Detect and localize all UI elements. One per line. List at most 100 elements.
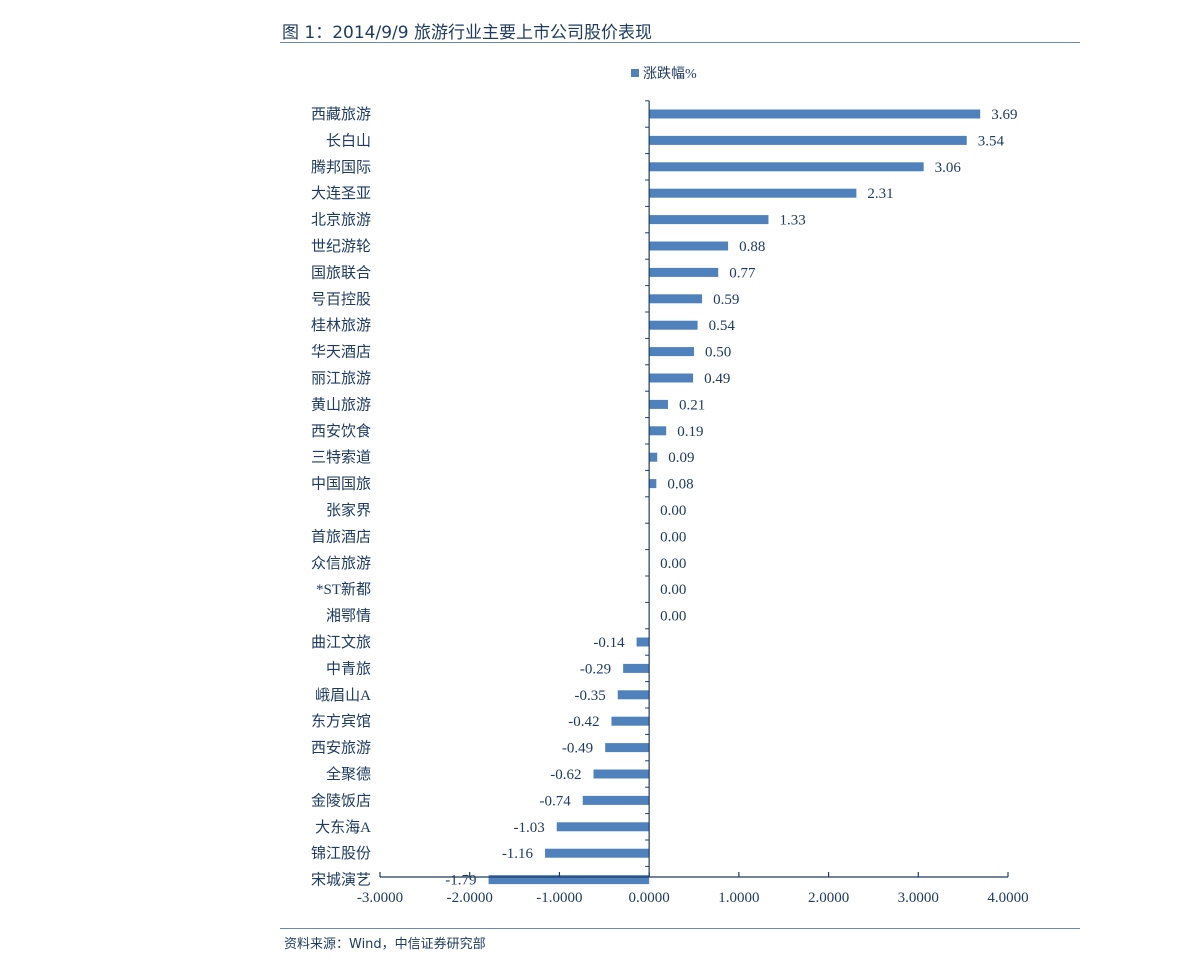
x-tick-label: 1.0000 <box>718 890 759 906</box>
data-label: 3.54 <box>978 133 1005 149</box>
data-label: 3.69 <box>991 107 1017 123</box>
category-label: 中国国旅 <box>311 476 371 493</box>
bar <box>649 479 657 489</box>
bar <box>649 241 729 251</box>
category-label: 世纪游轮 <box>311 238 371 255</box>
category-label: 东方宾馆 <box>311 713 371 730</box>
bar <box>623 663 650 673</box>
category-label: 大东海A <box>315 819 371 836</box>
data-label: 0.88 <box>739 239 765 255</box>
category-label: 西安饮食 <box>311 423 371 440</box>
data-label: 0.54 <box>709 318 736 334</box>
x-tick-label: -2.0000 <box>447 890 493 906</box>
data-label: 0.49 <box>704 371 730 387</box>
bar <box>611 716 650 726</box>
data-label: -1.03 <box>513 820 544 836</box>
data-label: -0.29 <box>580 661 611 677</box>
data-label: -0.49 <box>562 741 593 757</box>
category-label: 腾邦国际 <box>311 159 371 176</box>
x-tick-label: -3.0000 <box>357 890 403 906</box>
data-label: -1.16 <box>502 846 534 862</box>
data-label: -0.14 <box>593 635 625 651</box>
category-label: 众信旅游 <box>311 555 371 572</box>
bar <box>593 769 650 779</box>
bar <box>545 848 650 858</box>
category-label: 黄山旅游 <box>311 396 371 413</box>
data-label: 0.00 <box>660 582 686 598</box>
bar <box>649 135 967 145</box>
page-title: 图 1：2014/9/9 旅游行业主要上市公司股价表现 <box>282 23 652 43</box>
x-tick-label: 3.0000 <box>898 890 939 906</box>
category-label: 三特索道 <box>311 449 371 466</box>
data-label: 0.00 <box>660 609 686 625</box>
category-label: 西藏旅游 <box>311 106 371 123</box>
legend-label: 涨跌幅% <box>643 66 697 82</box>
data-label: 0.19 <box>677 424 703 440</box>
category-label: 北京旅游 <box>311 212 371 229</box>
x-tick-label: -1.0000 <box>536 890 582 906</box>
bar <box>649 373 694 383</box>
data-label: 0.09 <box>668 450 694 466</box>
bar <box>649 399 668 409</box>
data-label: 0.00 <box>660 503 686 519</box>
data-label: -0.74 <box>540 793 572 809</box>
bar <box>649 188 857 198</box>
legend-swatch <box>631 69 639 77</box>
bar <box>649 452 658 462</box>
x-tick-label: 0.0000 <box>629 890 670 906</box>
bar <box>582 795 650 805</box>
data-label: -0.62 <box>550 767 581 783</box>
category-label: 锦江股份 <box>311 845 371 862</box>
bar <box>649 267 719 277</box>
data-label: -0.42 <box>568 714 599 730</box>
data-label: 0.59 <box>713 292 739 308</box>
source-note: 资料来源：Wind，中信证券研究部 <box>284 937 486 952</box>
category-label: 张家界 <box>326 502 371 519</box>
data-label: -1.79 <box>445 873 476 889</box>
bars-group: 西藏旅游 3.69 长白山 3.54 腾邦国际 3.06 大连圣亚 2.31 北京旅游 1.33 世… <box>311 106 1017 889</box>
category-label: 首旅酒店 <box>311 528 371 545</box>
title-divider <box>280 42 1080 43</box>
legend: 涨跌幅% <box>631 66 697 82</box>
bar <box>649 320 698 330</box>
category-label: 丽江旅游 <box>311 370 371 387</box>
bar <box>649 426 667 436</box>
data-label: 0.77 <box>729 265 756 281</box>
axes-group: -3.0000 -2.0000 -1.0000 0.0000 1.0000 2.0000 3… <box>357 100 1029 906</box>
category-label: 号百控股 <box>311 291 371 308</box>
data-label: 1.33 <box>779 213 805 229</box>
category-label: 大连圣亚 <box>311 185 371 202</box>
x-tick-label: 2.0000 <box>808 890 849 906</box>
x-tick-label: 4.0000 <box>987 890 1028 906</box>
category-label: 长白山 <box>326 132 371 149</box>
category-label: 国旅联合 <box>311 264 371 281</box>
data-label: 0.50 <box>705 345 731 361</box>
category-label: 湘鄂情 <box>326 608 371 625</box>
category-label: 金陵饭店 <box>311 792 371 809</box>
bar <box>649 294 703 304</box>
category-label: 曲江文旅 <box>311 634 371 651</box>
bar <box>556 822 650 832</box>
data-label: 0.00 <box>660 529 686 545</box>
category-label: *ST新都 <box>316 581 371 598</box>
category-label: 华天酒店 <box>311 344 371 361</box>
category-label: 宋城演艺 <box>311 872 371 889</box>
data-label: 2.31 <box>867 186 893 202</box>
source-divider <box>280 928 1080 929</box>
data-label: 0.08 <box>667 477 693 493</box>
bar <box>617 690 650 700</box>
bar <box>605 743 650 753</box>
category-label: 峨眉山A <box>315 687 371 704</box>
data-label: 3.06 <box>935 160 962 176</box>
bar <box>649 109 981 119</box>
data-label: 0.00 <box>660 556 686 572</box>
data-label: -0.35 <box>574 688 605 704</box>
category-label: 全聚德 <box>326 765 371 783</box>
bar <box>649 215 769 225</box>
bar <box>488 875 650 885</box>
bar <box>649 347 694 357</box>
data-label: 0.21 <box>679 397 705 413</box>
bar <box>649 162 924 172</box>
category-label: 中青旅 <box>326 660 371 677</box>
